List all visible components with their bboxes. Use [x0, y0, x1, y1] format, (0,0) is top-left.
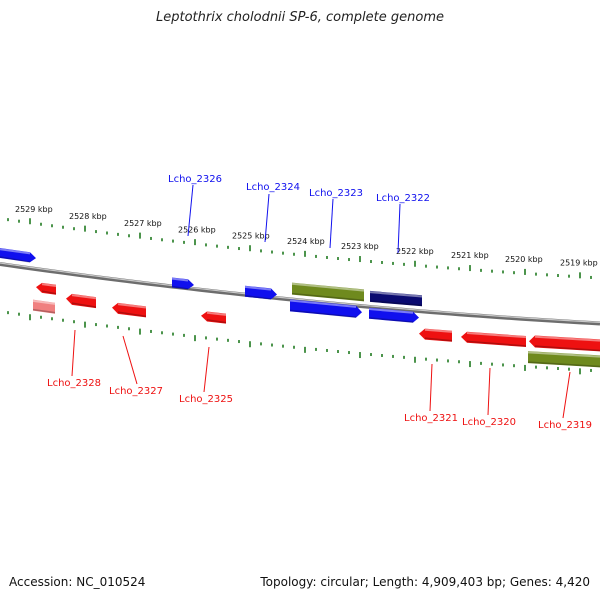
gene-label-leader [122, 335, 138, 385]
gene-feature[interactable] [529, 335, 600, 352]
gene-feature[interactable] [201, 311, 227, 324]
outer-scale-ring [7, 218, 592, 279]
gene-feature[interactable] [461, 331, 527, 347]
kbp-tick-label: 2529 kbp [15, 205, 53, 214]
gene-label[interactable]: Lcho_2321 [404, 413, 458, 424]
gene-label-leader [487, 367, 491, 416]
gene-label-leader [397, 203, 401, 254]
gene-label-leader [264, 193, 270, 243]
gene-label-leader [429, 363, 433, 412]
gene-feature[interactable] [289, 299, 362, 318]
gene-feature[interactable] [112, 302, 147, 318]
gene-feature[interactable] [369, 290, 423, 307]
genome-summary: Topology: circular; Length: 4,909,403 bp… [260, 575, 590, 589]
gene-feature[interactable] [0, 248, 36, 263]
gene-feature[interactable] [171, 277, 194, 290]
gene-feature[interactable] [419, 328, 453, 342]
gene-label[interactable]: Lcho_2319 [538, 420, 592, 431]
gene-label-leader [71, 329, 76, 377]
gene-feature[interactable] [291, 282, 365, 302]
kbp-tick-label: 2523 kbp [341, 242, 379, 251]
gene-feature[interactable] [527, 351, 600, 368]
kbp-tick-label: 2527 kbp [124, 219, 162, 228]
kbp-tick-label: 2521 kbp [451, 251, 489, 260]
gene-label[interactable]: Lcho_2324 [246, 182, 300, 193]
gene-label-leader [187, 184, 194, 237]
kbp-tick-label: 2525 kbp [232, 231, 270, 240]
gene-label-leader [562, 371, 571, 419]
gene-feature[interactable] [36, 282, 57, 295]
inner-scale-ring [7, 311, 592, 375]
kbp-tick-label: 2528 kbp [69, 212, 107, 221]
gene-feature[interactable] [368, 307, 419, 323]
gene-label[interactable]: Lcho_2326 [168, 174, 222, 185]
gene-label[interactable]: Lcho_2322 [376, 193, 430, 204]
map-title: Leptothrix cholodnii SP-6, complete geno… [156, 10, 444, 25]
gene-label[interactable]: Lcho_2327 [109, 386, 163, 397]
gene-feature[interactable] [66, 293, 97, 309]
gene-feature[interactable] [32, 299, 56, 314]
gene-feature[interactable] [244, 285, 277, 300]
kbp-tick-label: 2524 kbp [287, 237, 325, 246]
accession-text: Accession: NC_010524 [9, 575, 146, 589]
kbp-tick-label: 2519 kbp [560, 258, 598, 267]
gene-label[interactable]: Lcho_2325 [179, 394, 233, 405]
kbp-tick-label: 2526 kbp [178, 225, 216, 234]
gene-label[interactable]: Lcho_2323 [309, 188, 363, 199]
kbp-tick-label: 2522 kbp [396, 247, 434, 256]
kbp-tick-label: 2520 kbp [505, 255, 543, 264]
gene-label-leader [329, 198, 334, 249]
gene-label-leader [203, 346, 210, 393]
gene-label[interactable]: Lcho_2320 [462, 417, 516, 428]
gene-label[interactable]: Lcho_2328 [47, 378, 101, 389]
